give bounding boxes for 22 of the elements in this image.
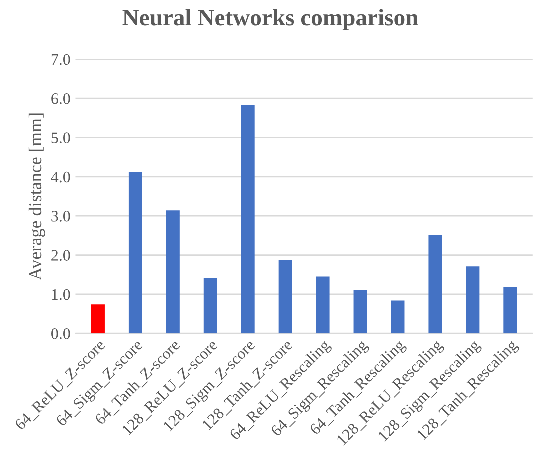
y-tick-label: 3.0 xyxy=(52,211,70,222)
bar xyxy=(428,235,442,334)
y-tick-label: 6.0 xyxy=(52,94,70,104)
bar xyxy=(504,287,518,334)
y-tick-label: 2.0 xyxy=(52,250,70,262)
y-axis-title: Average distance [mm] xyxy=(28,114,46,280)
y-tick-label: 5.0 xyxy=(52,132,70,144)
bar xyxy=(166,210,180,334)
y-tick-label: 4.0 xyxy=(51,172,70,183)
bar xyxy=(241,105,255,334)
chart-title: Neural Networks comparison xyxy=(122,9,418,31)
bar xyxy=(91,304,105,334)
bar xyxy=(354,290,368,334)
y-tick-label: 0.0 xyxy=(52,328,70,340)
bar xyxy=(316,276,330,334)
y-tick-label: 1.0 xyxy=(52,289,70,300)
y-tick-label: 7.0 xyxy=(52,54,70,66)
bar xyxy=(466,266,480,334)
bar xyxy=(391,300,405,334)
bar xyxy=(278,260,292,334)
bar xyxy=(204,278,218,334)
bar xyxy=(128,172,142,334)
